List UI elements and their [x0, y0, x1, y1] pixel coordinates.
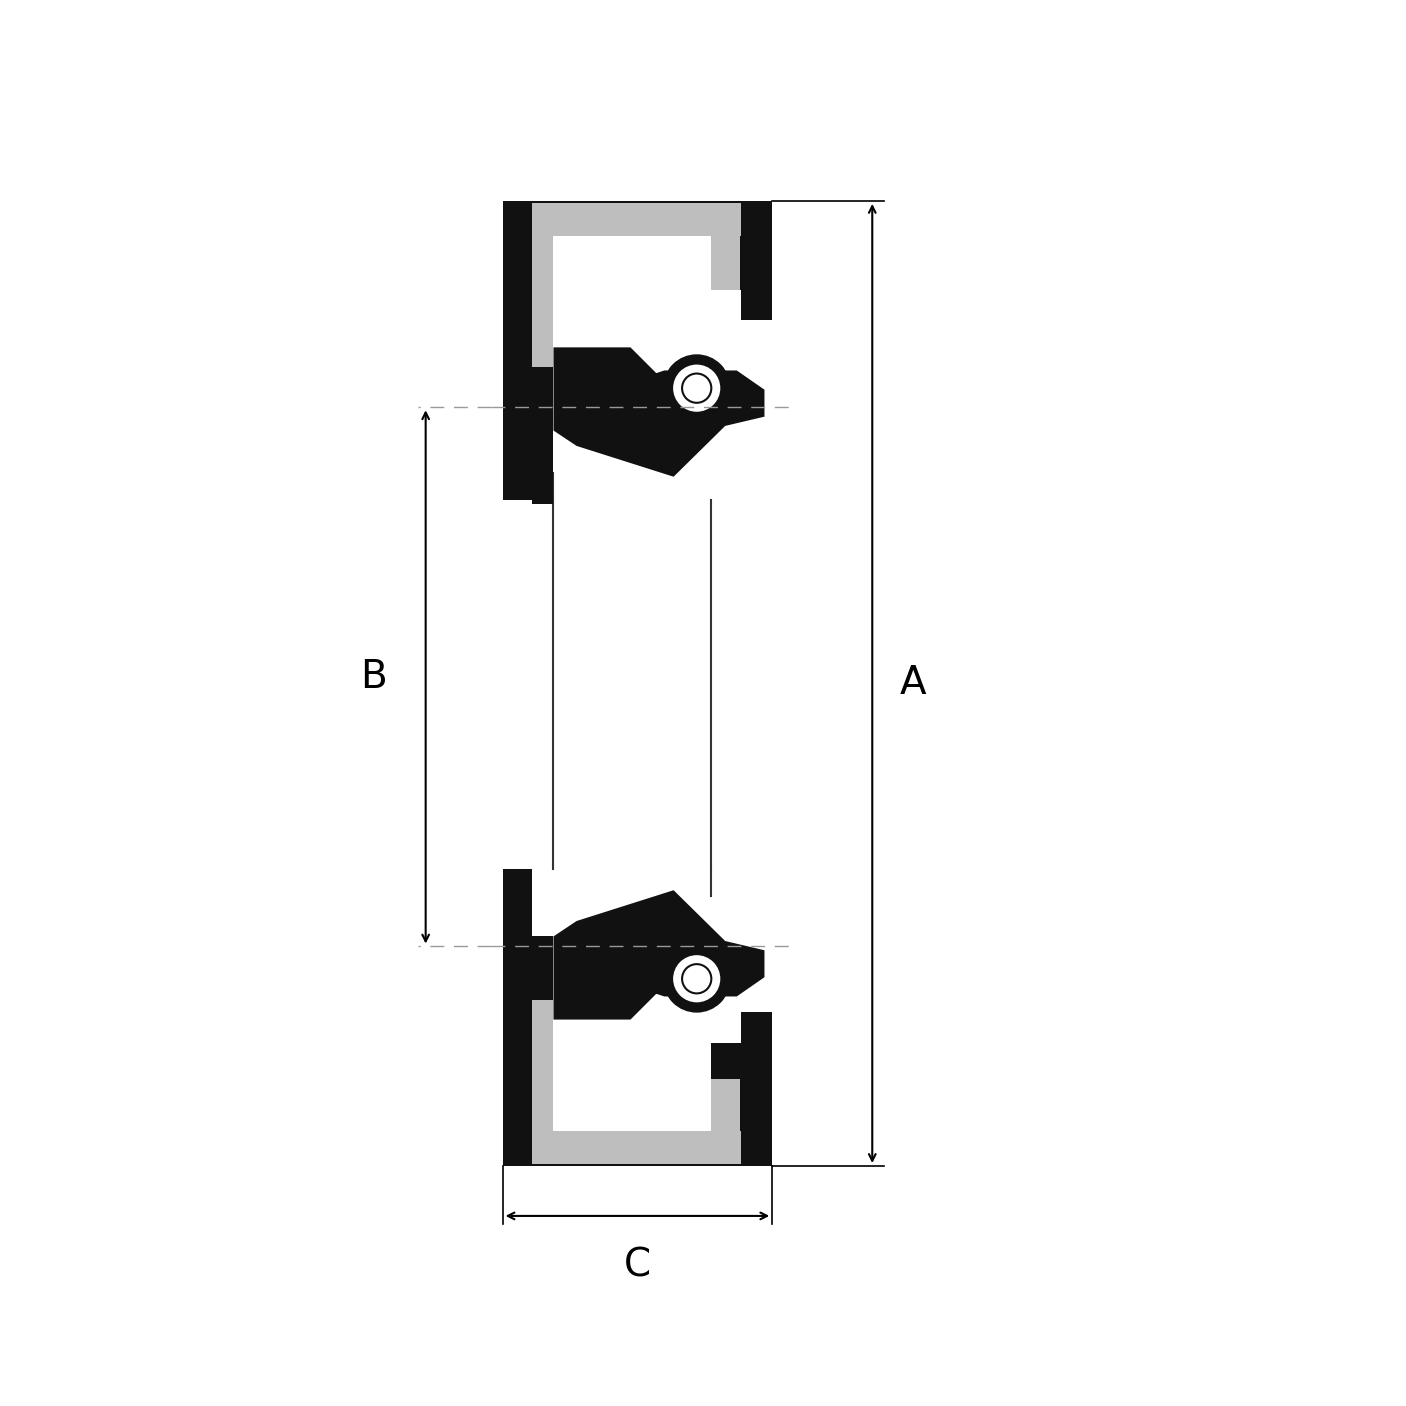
Polygon shape: [531, 367, 554, 503]
Polygon shape: [710, 236, 741, 290]
Polygon shape: [531, 1000, 554, 1132]
Text: B: B: [360, 658, 387, 696]
Polygon shape: [554, 204, 772, 343]
Circle shape: [682, 965, 711, 994]
Polygon shape: [531, 1132, 741, 1164]
Circle shape: [672, 955, 721, 1004]
Polygon shape: [503, 1132, 772, 1166]
Polygon shape: [531, 936, 554, 1000]
Polygon shape: [503, 869, 531, 1132]
Circle shape: [672, 364, 721, 413]
Polygon shape: [741, 236, 772, 321]
Polygon shape: [531, 204, 741, 236]
Polygon shape: [710, 1078, 740, 1132]
Text: C: C: [624, 1247, 651, 1285]
Polygon shape: [554, 347, 765, 477]
Text: A: A: [900, 665, 925, 703]
Circle shape: [682, 374, 711, 402]
Polygon shape: [554, 236, 710, 288]
Polygon shape: [710, 204, 740, 290]
Circle shape: [662, 945, 731, 1012]
Polygon shape: [741, 1012, 772, 1132]
Polygon shape: [554, 890, 765, 1019]
Polygon shape: [710, 1043, 741, 1132]
Circle shape: [662, 354, 731, 422]
Polygon shape: [503, 201, 772, 236]
Polygon shape: [503, 236, 531, 499]
Polygon shape: [531, 236, 554, 367]
